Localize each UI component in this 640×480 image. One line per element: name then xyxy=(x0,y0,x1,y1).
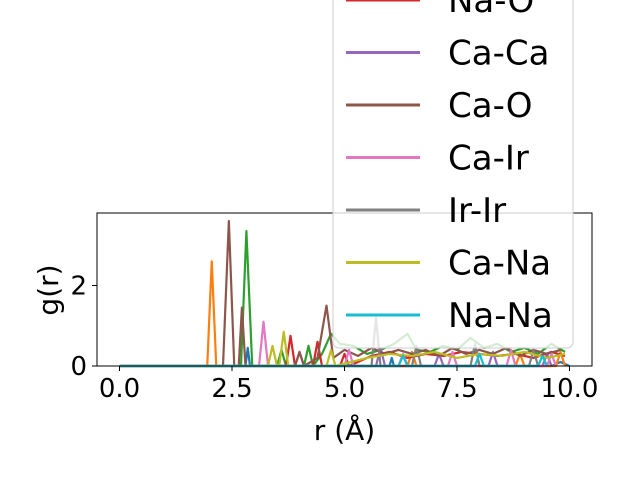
legend: Na-O Ca-Ca Ca-O Ca-Ir Ir-Ir Ca-Na Na-Na xyxy=(332,0,574,349)
legend-entries: Na-O Ca-Ca Ca-O Ca-Ir Ir-Ir Ca-Na Na-Na xyxy=(346,0,553,336)
x-tick-label: 2.5 xyxy=(211,374,252,404)
x-axis-ticks: 0.0 2.5 5.0 7.5 10.0 xyxy=(99,366,599,404)
legend-label: Na-O xyxy=(448,0,534,21)
y-tick-label: 0 xyxy=(70,352,87,382)
x-axis-label: r (Å) xyxy=(314,413,375,447)
legend-label: Ca-Ir xyxy=(448,139,529,179)
x-tick-label: 10.0 xyxy=(541,374,599,404)
x-tick-label: 5.0 xyxy=(324,374,365,404)
y-axis-ticks: 02 xyxy=(70,271,97,382)
legend-label: Ca-Ca xyxy=(448,34,549,74)
legend-label: Na-Na xyxy=(448,296,553,336)
legend-label: Ca-Na xyxy=(448,244,551,284)
series-line-10 xyxy=(119,352,549,368)
legend-label: Ca-O xyxy=(448,86,533,126)
legend-label: Ir-Ir xyxy=(448,191,506,231)
y-tick-label: 2 xyxy=(70,271,87,301)
x-tick-label: 0.0 xyxy=(99,374,140,404)
x-tick-label: 7.5 xyxy=(436,374,477,404)
series-line-6 xyxy=(119,219,561,368)
y-axis-label: g(r) xyxy=(32,264,65,315)
legend-box xyxy=(332,0,574,349)
